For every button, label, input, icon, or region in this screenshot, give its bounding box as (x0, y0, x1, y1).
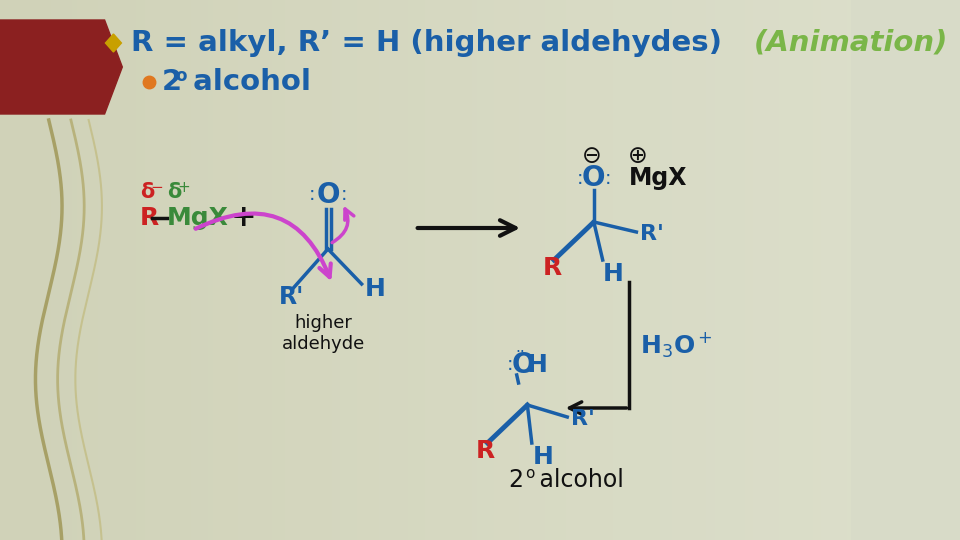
Text: :: : (576, 168, 583, 187)
Polygon shape (106, 34, 121, 52)
Text: MgX: MgX (630, 166, 687, 190)
Text: H$_3$O$^+$: H$_3$O$^+$ (640, 330, 712, 360)
Text: o: o (525, 467, 535, 482)
Text: −: − (151, 179, 163, 194)
Text: H: H (527, 353, 547, 377)
Text: ⊖: ⊖ (582, 144, 602, 168)
Text: (Animation): (Animation) (754, 29, 948, 57)
FancyArrowPatch shape (332, 209, 354, 242)
Text: :: : (506, 355, 513, 375)
Text: o: o (176, 67, 187, 85)
Text: R': R' (640, 224, 663, 244)
Text: O: O (582, 164, 606, 192)
Text: ⊕: ⊕ (628, 144, 648, 168)
Text: H: H (365, 277, 386, 301)
Text: 2: 2 (508, 468, 523, 492)
Text: MgX: MgX (167, 206, 228, 230)
Text: O: O (511, 351, 535, 379)
Text: O: O (316, 181, 340, 209)
Text: :: : (341, 186, 348, 205)
Text: H: H (603, 262, 624, 286)
Text: higher
aldehyde: higher aldehyde (282, 314, 365, 353)
Text: alcohol: alcohol (183, 68, 311, 96)
Text: :: : (309, 186, 315, 205)
Text: +: + (231, 204, 256, 233)
Text: R': R' (571, 409, 594, 429)
FancyArrowPatch shape (196, 213, 331, 277)
Text: 2: 2 (162, 68, 182, 96)
Text: δ: δ (167, 182, 181, 202)
Text: R = alkyl, R’ = H (higher aldehydes): R = alkyl, R’ = H (higher aldehydes) (132, 29, 722, 57)
Text: ..: .. (516, 340, 525, 354)
Text: :: : (605, 168, 612, 187)
Text: R: R (476, 439, 495, 463)
Text: R: R (140, 206, 159, 230)
Text: +: + (178, 179, 190, 194)
Text: R': R' (279, 285, 304, 309)
Text: H: H (533, 445, 554, 469)
Text: alcohol: alcohol (532, 468, 624, 492)
Text: δ: δ (140, 182, 155, 202)
Polygon shape (0, 20, 122, 114)
Text: R: R (542, 256, 562, 280)
